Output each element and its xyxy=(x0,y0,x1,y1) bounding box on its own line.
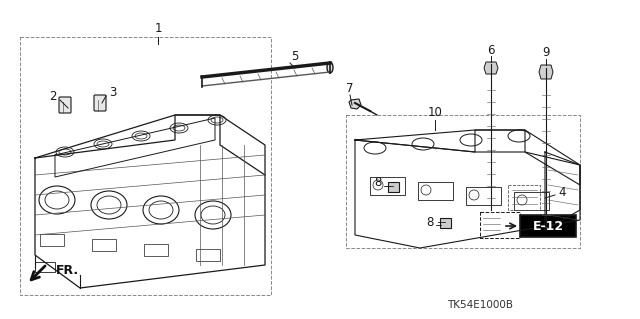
Polygon shape xyxy=(349,99,361,109)
Text: TK54E1000B: TK54E1000B xyxy=(447,300,513,310)
Bar xyxy=(466,187,501,205)
Bar xyxy=(35,262,55,272)
Bar xyxy=(144,244,168,256)
Text: 4: 4 xyxy=(558,186,566,198)
FancyBboxPatch shape xyxy=(94,95,106,111)
Text: 6: 6 xyxy=(487,43,495,56)
Ellipse shape xyxy=(327,62,333,73)
Text: 3: 3 xyxy=(109,85,116,99)
Bar xyxy=(388,182,399,192)
Text: E-12: E-12 xyxy=(532,219,564,233)
Bar xyxy=(370,177,405,195)
Bar xyxy=(418,182,453,200)
Text: 8: 8 xyxy=(374,176,381,189)
FancyBboxPatch shape xyxy=(520,215,576,237)
Bar xyxy=(92,239,116,251)
Text: 5: 5 xyxy=(291,50,299,63)
Text: 9: 9 xyxy=(542,47,550,60)
Polygon shape xyxy=(539,65,553,79)
Text: 1: 1 xyxy=(154,21,162,34)
Bar xyxy=(440,218,451,228)
Bar xyxy=(40,234,64,246)
Bar xyxy=(196,249,220,261)
FancyBboxPatch shape xyxy=(59,97,71,113)
Polygon shape xyxy=(484,62,498,74)
Bar xyxy=(514,192,549,210)
Text: FR.: FR. xyxy=(56,263,79,277)
Text: 7: 7 xyxy=(346,81,354,94)
Text: 8: 8 xyxy=(426,216,434,228)
Text: 2: 2 xyxy=(49,90,57,102)
Text: 10: 10 xyxy=(428,107,442,120)
